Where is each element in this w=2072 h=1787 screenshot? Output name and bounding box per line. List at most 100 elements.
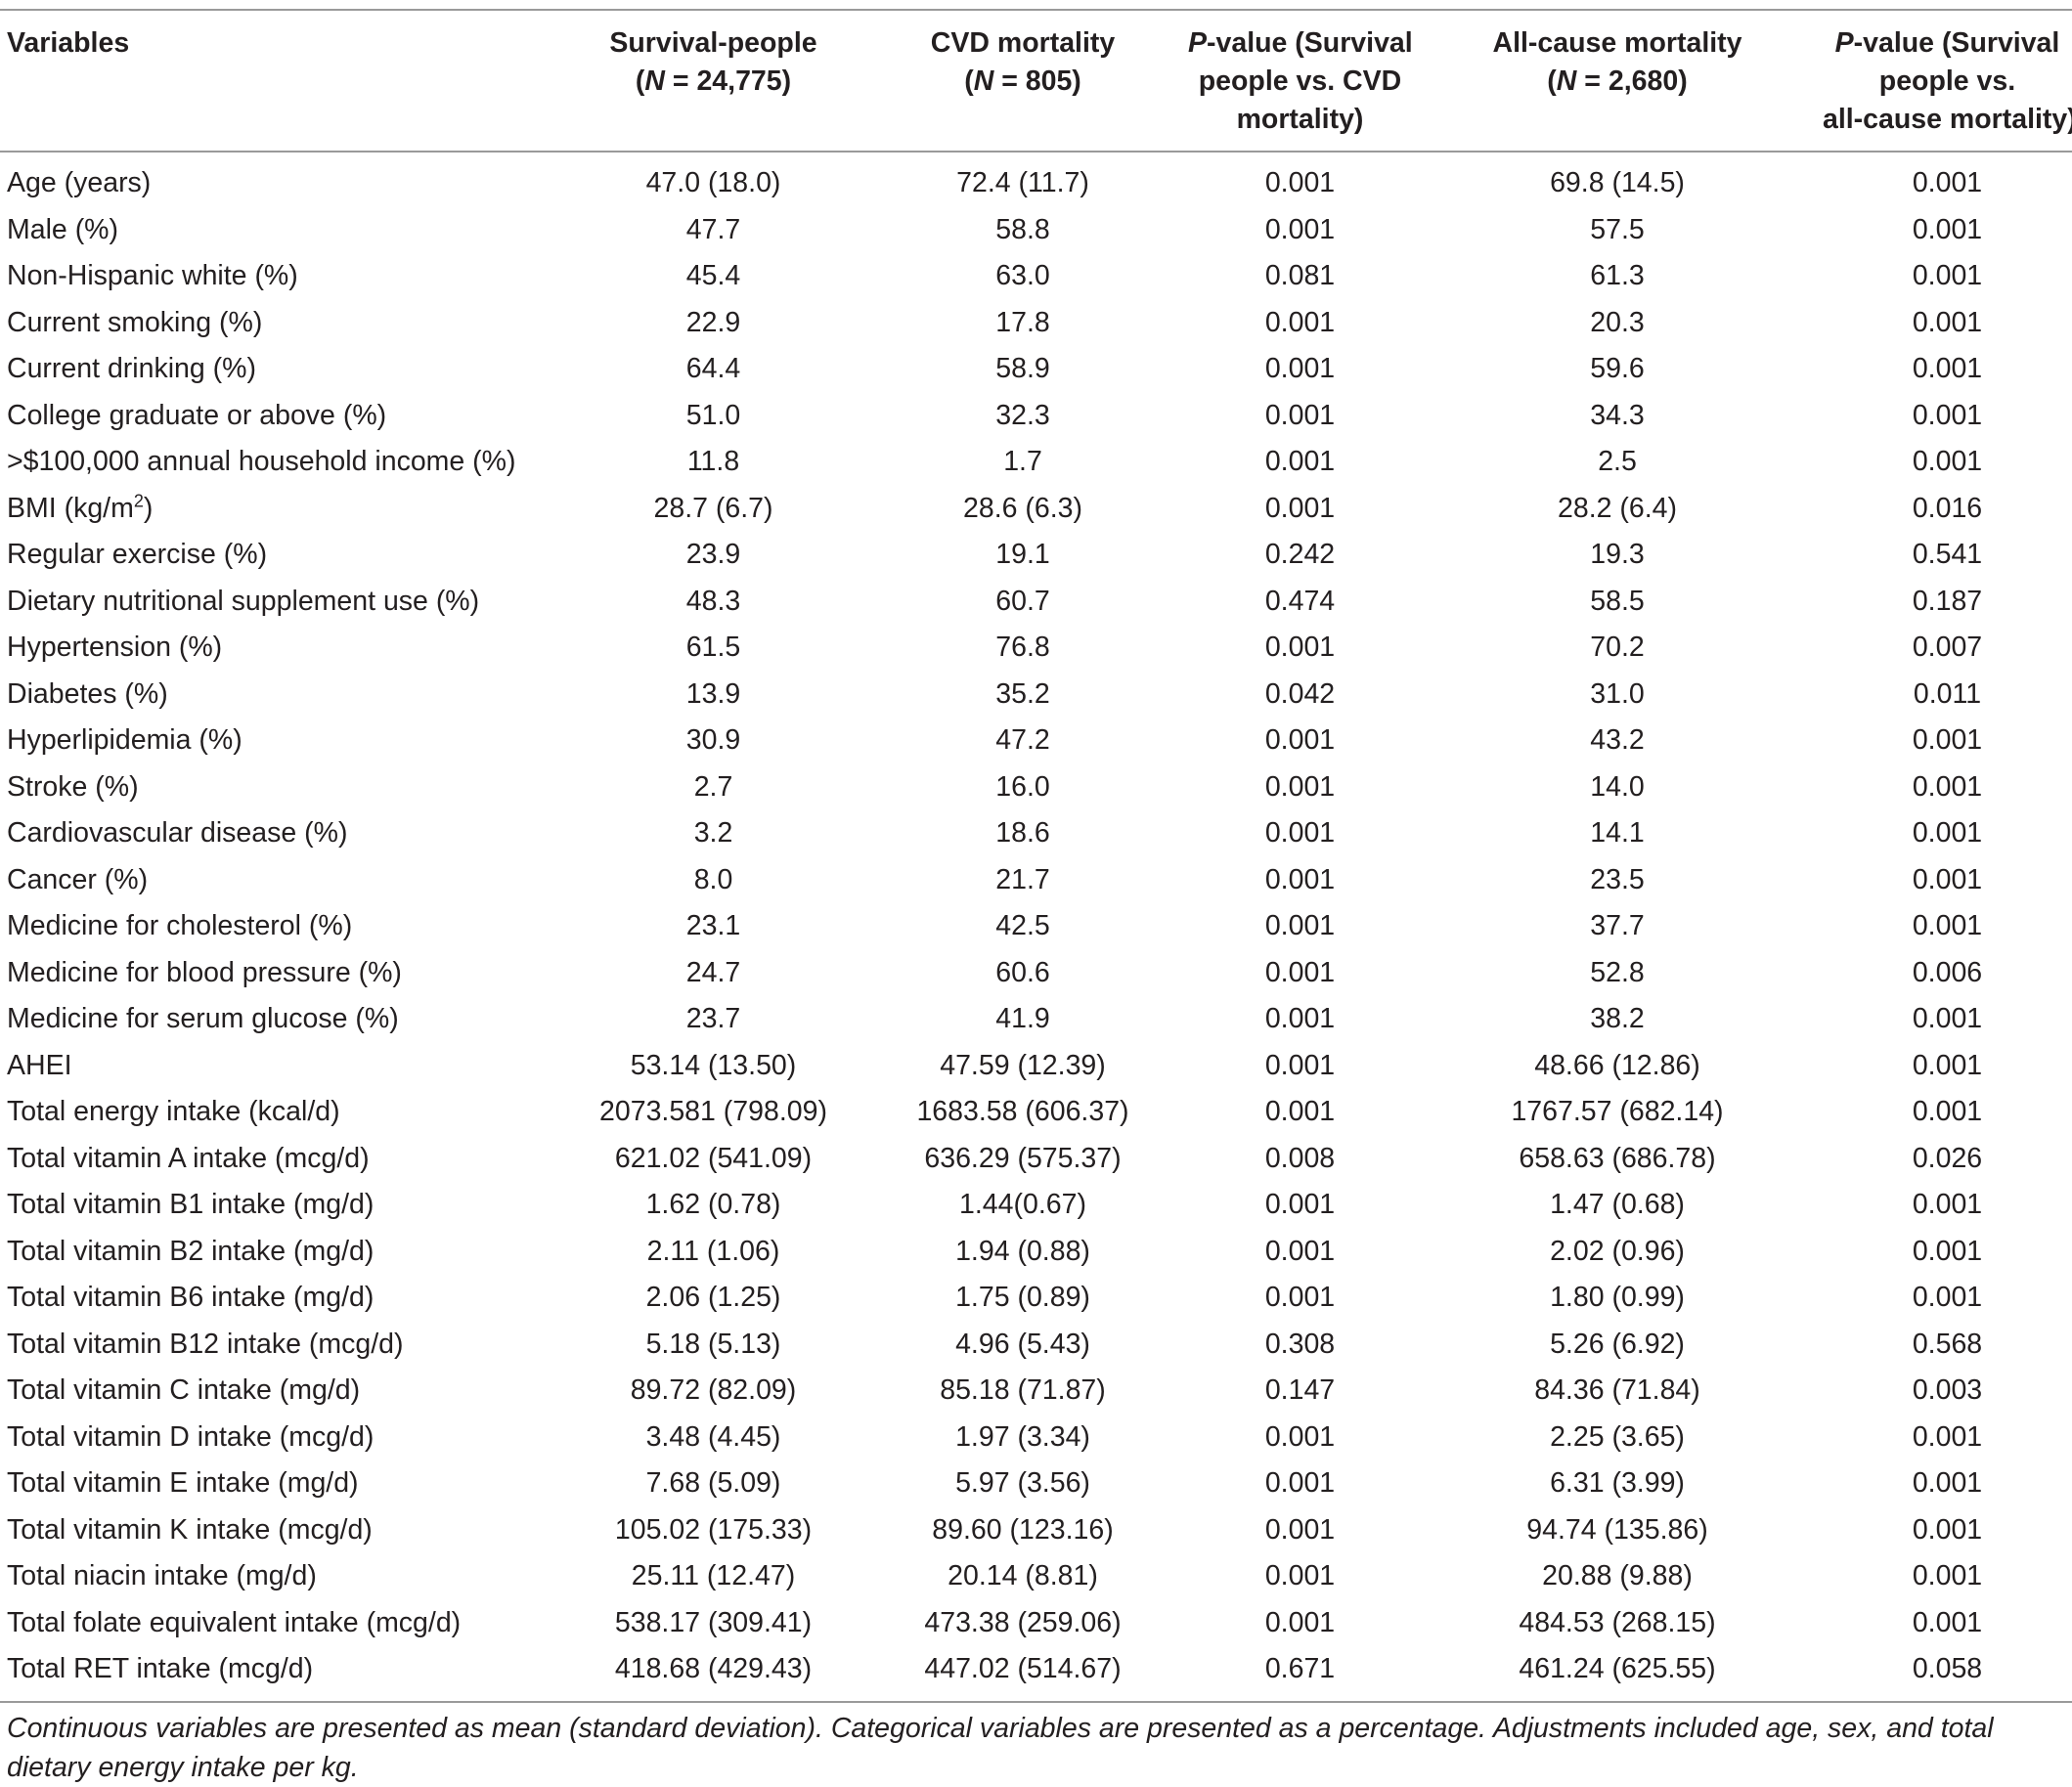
cell-variable: Hypertension (%) [7, 632, 223, 664]
cell-all-cause-mortality: 38.2 [1590, 1003, 1645, 1035]
table-row: Male (%) 47.7 58.8 0.001 57.5 0.001 [0, 207, 2072, 254]
cell-variable: Total vitamin K intake (mcg/d) [7, 1513, 373, 1546]
header-p-value-all-cause: P-value (Survival people vs. all-cause m… [1823, 10, 2072, 152]
cell-all-cause-mortality: 20.3 [1590, 306, 1645, 338]
table-row: Stroke (%) 2.7 16.0 0.001 14.0 0.001 [0, 764, 2072, 811]
header-line: All-cause mortality [1492, 27, 1742, 59]
cell-p-value-all-cause: 0.001 [1912, 213, 1983, 245]
cell-cvd-mortality: 28.6 (6.3) [963, 492, 1082, 524]
table-row: Total vitamin K intake (mcg/d) 105.02 (17… [0, 1507, 2072, 1554]
cell-p-value-all-cause: 0.001 [1912, 1189, 1983, 1221]
cell-p-value-all-cause: 0.001 [1912, 817, 1983, 850]
cell-p-value-cvd: 0.001 [1264, 399, 1336, 431]
cell-all-cause-mortality: 43.2 [1590, 724, 1645, 757]
cell-variable: Medicine for blood pressure (%) [7, 956, 402, 988]
cell-survival-people: 64.4 [685, 353, 741, 385]
cell-cvd-mortality: 76.8 [995, 632, 1050, 664]
cell-variable: Total RET intake (mcg/d) [7, 1653, 314, 1685]
cell-cvd-mortality: 35.2 [995, 677, 1050, 710]
cell-p-value-cvd: 0.001 [1264, 910, 1336, 942]
cell-cvd-mortality: 20.14 (8.81) [948, 1560, 1098, 1592]
cell-p-value-all-cause: 0.001 [1912, 863, 1983, 895]
cell-cvd-mortality: 60.7 [995, 585, 1050, 617]
cell-all-cause-mortality: 658.63 (686.78) [1519, 1142, 1716, 1174]
cell-p-value-all-cause: 0.001 [1912, 724, 1983, 757]
cell-cvd-mortality: 1.7 [1003, 446, 1042, 478]
cell-variable: Current smoking (%) [7, 306, 263, 338]
cell-cvd-mortality: 47.2 [995, 724, 1050, 757]
header-line: people vs. [1878, 65, 2016, 97]
cell-survival-people: 89.72 (82.09) [630, 1374, 797, 1407]
cell-survival-people: 48.3 [685, 585, 741, 617]
cell-p-value-cvd: 0.001 [1264, 213, 1336, 245]
cell-variable: Total vitamin C intake (mg/d) [7, 1374, 361, 1407]
cell-survival-people: 11.8 [686, 446, 740, 478]
table-row: Medicine for serum glucose (%) 23.7 41.9 0.… [0, 996, 2072, 1043]
cell-all-cause-mortality: 1.47 (0.68) [1550, 1189, 1685, 1221]
cell-survival-people: 621.02 (541.09) [614, 1142, 813, 1174]
header-row: Variables Survival-people (N = 24,775) C… [0, 10, 2072, 152]
cell-variable: Total vitamin B1 intake (mg/d) [7, 1189, 375, 1221]
cell-p-value-cvd: 0.001 [1264, 1049, 1336, 1081]
cell-all-cause-mortality: 2.25 (3.65) [1550, 1420, 1685, 1453]
cell-all-cause-mortality: 84.36 (71.84) [1534, 1374, 1700, 1407]
cell-p-value-cvd: 0.001 [1264, 1467, 1336, 1500]
cell-p-value-all-cause: 0.001 [1912, 1096, 1983, 1128]
cell-survival-people: 538.17 (309.41) [614, 1606, 813, 1638]
table-row: Total niacin intake (mg/d) 25.11 (12.47) 2… [0, 1553, 2072, 1600]
cell-survival-people: 47.7 [685, 213, 741, 245]
cell-all-cause-mortality: 1.80 (0.99) [1550, 1282, 1685, 1314]
cell-all-cause-mortality: 37.7 [1590, 910, 1645, 942]
cell-variable: Male (%) [7, 213, 119, 245]
cell-cvd-mortality: 89.60 (123.16) [932, 1513, 1114, 1546]
cell-p-value-all-cause: 0.001 [1912, 1003, 1983, 1035]
cell-p-value-cvd: 0.001 [1264, 1513, 1336, 1546]
cell-cvd-mortality: 1.75 (0.89) [955, 1282, 1090, 1314]
table-row: Total vitamin A intake (mcg/d) 621.02 (54… [0, 1136, 2072, 1183]
header-survival-people: Survival-people (N = 24,775) [569, 10, 858, 152]
header-p-value-cvd: P-value (Survival people vs. CVD mortali… [1188, 10, 1413, 152]
cell-p-value-all-cause: 0.001 [1912, 1420, 1983, 1453]
cell-p-value-cvd: 0.001 [1264, 724, 1336, 757]
cell-p-value-all-cause: 0.001 [1912, 1282, 1983, 1314]
header-line: (N = 2,680) [1547, 65, 1688, 97]
cell-all-cause-mortality: 6.31 (3.99) [1550, 1467, 1685, 1500]
cell-all-cause-mortality: 2.02 (0.96) [1550, 1235, 1685, 1267]
cell-all-cause-mortality: 48.66 (12.86) [1534, 1049, 1700, 1081]
cell-p-value-cvd: 0.001 [1264, 306, 1336, 338]
cell-p-value-cvd: 0.001 [1264, 1606, 1336, 1638]
cell-variable: College graduate or above (%) [7, 399, 387, 431]
cell-survival-people: 23.7 [685, 1003, 741, 1035]
cell-all-cause-mortality: 52.8 [1590, 956, 1645, 988]
table-row: Total vitamin B1 intake (mg/d) 1.62 (0.78… [0, 1182, 2072, 1229]
cell-cvd-mortality: 447.02 (514.67) [924, 1653, 1122, 1685]
cell-p-value-cvd: 0.308 [1264, 1328, 1336, 1360]
cell-cvd-mortality: 58.8 [995, 213, 1050, 245]
cell-survival-people: 30.9 [685, 724, 741, 757]
cell-p-value-all-cause: 0.007 [1912, 632, 1983, 664]
cell-p-value-cvd: 0.001 [1264, 632, 1336, 664]
cell-variable: Total energy intake (kcal/d) [7, 1096, 340, 1128]
cell-p-value-cvd: 0.008 [1264, 1142, 1336, 1174]
cell-cvd-mortality: 60.6 [995, 956, 1050, 988]
cell-variable: AHEI [7, 1049, 72, 1081]
header-line: P-value (Survival [1834, 27, 2060, 59]
cell-survival-people: 3.2 [693, 817, 733, 850]
cell-cvd-mortality: 72.4 (11.7) [956, 167, 1089, 199]
cell-p-value-cvd: 0.671 [1264, 1653, 1336, 1685]
cell-survival-people: 24.7 [685, 956, 741, 988]
cell-all-cause-mortality: 20.88 (9.88) [1542, 1560, 1693, 1592]
cell-variable: Cancer (%) [7, 863, 149, 895]
cell-survival-people: 28.7 (6.7) [653, 492, 773, 524]
header-variables: Variables [7, 27, 130, 59]
cell-survival-people: 23.1 [685, 910, 741, 942]
cell-p-value-all-cause: 0.001 [1912, 770, 1983, 803]
cell-all-cause-mortality: 58.5 [1590, 585, 1645, 617]
cell-survival-people: 13.9 [685, 677, 741, 710]
header-cvd-mortality: CVD mortality (N = 805) [858, 10, 1188, 152]
cell-survival-people: 25.11 (12.47) [631, 1560, 796, 1592]
cell-variable: Medicine for serum glucose (%) [7, 1003, 399, 1035]
table-row: Total vitamin B12 intake (mcg/d) 5.18 (5.… [0, 1322, 2072, 1369]
table-row: Total folate equivalent intake (mcg/d) 53… [0, 1600, 2072, 1647]
cell-cvd-mortality: 16.0 [995, 770, 1050, 803]
